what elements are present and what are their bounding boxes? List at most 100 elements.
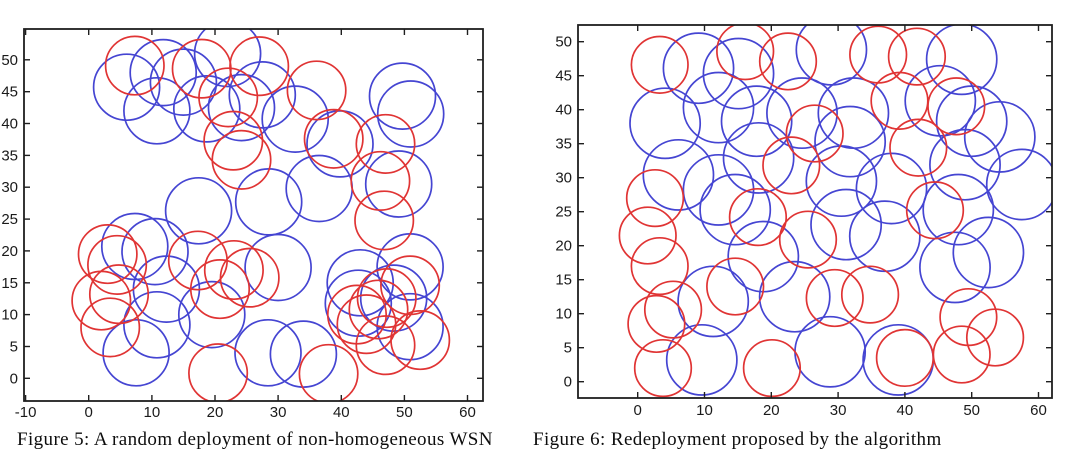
red-sensor-coverage-circle [728, 187, 788, 247]
blue-sensor-coverage-circle [720, 85, 793, 158]
blue-sensor-coverage-circle [758, 260, 831, 333]
red-sensor-coverage-circle [706, 257, 765, 316]
red-sensor-coverage-circle [805, 268, 864, 328]
y-tick-label: 45 [555, 68, 572, 85]
blue-sensor-coverage-circle [364, 150, 433, 218]
red-sensor-coverage-circle [211, 129, 272, 190]
x-tick-label: 30 [830, 402, 847, 419]
y-tick-label: 40 [555, 102, 572, 119]
red-sensor-coverage-circle [905, 181, 965, 240]
red-sensor-coverage-circle [762, 136, 821, 195]
y-tick-label: 10 [555, 306, 572, 323]
blue-sensor-coverage-circle [92, 53, 161, 122]
red-sensor-coverage-circle [198, 67, 259, 128]
blue-sensor-coverage-circle [929, 128, 1001, 201]
figure5-plot: -10 0 10 20 30 40 50 60 0 5 10 15 20 25 30 35 40 45 50 [1, 28, 484, 421]
red-sensor-coverage-circle [87, 234, 148, 295]
x-tick-label: 10 [144, 404, 161, 421]
blue-sensor-coverage-circle [123, 76, 191, 145]
red-sensor-coverage-circle [203, 239, 264, 301]
y-tick-label: 25 [555, 204, 572, 221]
figure6-plot: 0 10 20 30 40 50 60 0 5 10 15 20 25 30 35 40 45 50 [535, 0, 1070, 459]
red-sensor-coverage-circle [758, 32, 818, 91]
y-tick-label: 20 [555, 238, 572, 255]
y-tick-label: 45 [1, 84, 18, 101]
blue-sensor-coverage-circle [935, 85, 1008, 158]
blue-sensor-coverage-circle [766, 77, 838, 150]
caption-row: Figure 5: A random deployment of non-hom… [0, 429, 1070, 457]
red-sensor-coverage-circle [350, 150, 411, 211]
red-sensor-coverage-circle [643, 280, 703, 339]
y-tick-label: 35 [555, 136, 572, 153]
red-sensor-coverage-circle [104, 35, 165, 96]
y-tick-label: 5 [10, 339, 18, 356]
red-sensor-coverage-circle [875, 328, 935, 388]
blue-sensor-coverage-circle [121, 217, 189, 286]
figure5-caption: Figure 5: A random deployment of non-hom… [17, 429, 493, 450]
red-sensor-coverage-circle [286, 60, 347, 121]
x-tick-label: 0 [634, 402, 642, 419]
blue-sensor-coverage-circle [919, 231, 991, 304]
red-sensor-coverage-circle [965, 308, 1025, 367]
blue-sensor-coverage-circle [662, 32, 735, 105]
x-tick-label: 40 [897, 402, 914, 419]
blue-sensor-coverage-circle [193, 29, 262, 88]
x-tick-label: 40 [333, 404, 350, 421]
red-sensor-coverage-circle [77, 224, 138, 285]
red-sensor-coverage-circle [303, 108, 364, 169]
blue-sensor-coverage-circle [123, 290, 191, 359]
blue-sensor-coverage-circle [368, 62, 437, 130]
blue-sensor-coverage-circle [376, 80, 445, 148]
red-sensor-coverage-circle [889, 118, 948, 177]
blue-sensor-coverage-circle [682, 71, 755, 144]
axes-box [23, 28, 484, 402]
red-sensor-coverage-circle [298, 343, 359, 401]
blue-sensor-coverage-circle [665, 323, 738, 396]
red-sensor-coverage-circle [840, 265, 900, 324]
red-sensor-coverage-circle [355, 315, 416, 376]
y-tick-label: 50 [555, 34, 572, 51]
blue-sensor-coverage-circle [699, 173, 772, 246]
blue-sensor-coverage-circle [244, 233, 312, 302]
red-sensor-coverage-circle [618, 206, 677, 265]
red-sensor-coverage-circle [633, 338, 693, 398]
y-tick-label: 10 [1, 307, 18, 324]
red-sensor-coverage-circle [380, 255, 441, 316]
red-sensor-coverage-circle [927, 77, 986, 136]
x-tick-label: 20 [207, 404, 224, 421]
y-tick-label: 0 [564, 374, 572, 391]
y-tick-label: 20 [1, 243, 18, 260]
red-sensor-coverage-circle [88, 264, 150, 325]
blue-sensor-coverage-circle [922, 173, 995, 246]
red-sensor-coverage-circle [348, 279, 409, 340]
x-tick-label: 50 [396, 404, 413, 421]
blue-sensor-coverage-circle [149, 48, 218, 116]
y-tick-label: 35 [1, 147, 18, 164]
x-tick-label: 30 [270, 404, 287, 421]
blue-sensor-coverage-circle [102, 318, 170, 387]
red-sensor-coverage-circle [630, 236, 689, 296]
figure6-caption: Figure 6: Redeployment proposed by the a… [533, 429, 942, 450]
blue-sensor-coverage-circle [985, 148, 1052, 221]
blue-sensor-coverage-circle [855, 152, 928, 225]
blue-sensor-coverage-circle [810, 188, 883, 261]
plot-background [535, 0, 1070, 459]
blue-sensor-coverage-circle [172, 75, 241, 143]
y-tick-label: 50 [1, 52, 18, 69]
red-sensor-coverage-circle [188, 343, 249, 401]
sensor-circles-layer [71, 29, 451, 401]
blue-sensor-coverage-circle [642, 138, 715, 211]
red-sensor-coverage-circle [716, 25, 775, 81]
red-sensor-coverage-circle [630, 35, 689, 94]
red-sensor-coverage-circle [355, 113, 416, 174]
red-sensor-coverage-circle [229, 36, 290, 97]
blue-sensor-coverage-circle [677, 265, 750, 338]
blue-sensor-coverage-circle [326, 248, 395, 317]
blue-sensor-coverage-circle [129, 38, 198, 107]
y-tick-label: 40 [1, 116, 18, 133]
blue-sensor-coverage-circle [234, 318, 302, 387]
blue-sensor-coverage-circle [702, 37, 775, 110]
red-sensor-coverage-circle [627, 294, 686, 354]
x-tick-label: -10 [15, 404, 37, 421]
blue-sensor-coverage-circle [164, 176, 233, 245]
